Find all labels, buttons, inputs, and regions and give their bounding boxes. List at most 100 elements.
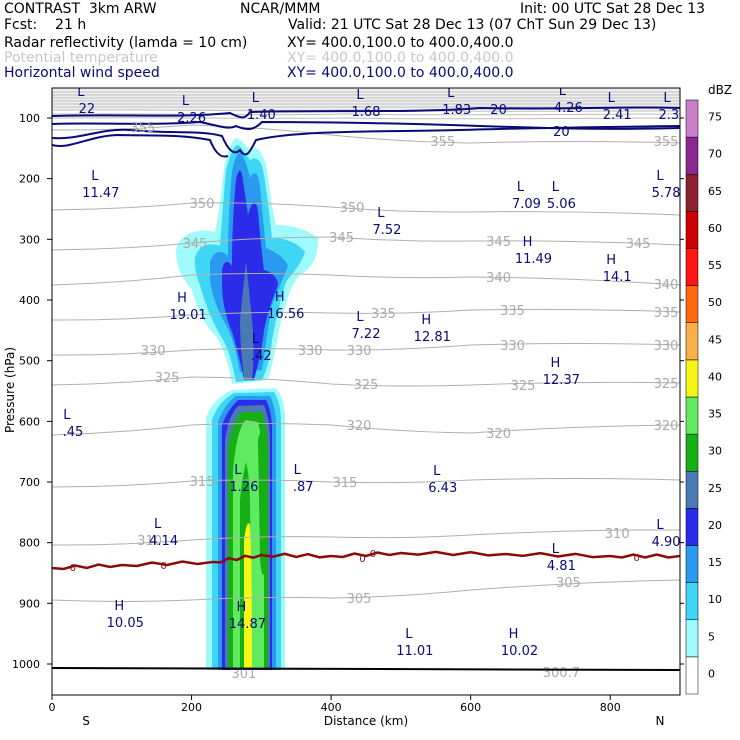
extremum-type: L: [356, 88, 364, 103]
extremum-type: L: [154, 517, 162, 532]
theta-contour-335: [52, 308, 680, 321]
extremum-value: 10.05: [107, 616, 144, 631]
theta-label: 330: [298, 344, 323, 359]
y-tick-label: 500: [19, 355, 40, 368]
extremum-value: 7.52: [372, 223, 401, 238]
extremum-type: L: [252, 91, 260, 106]
x-tick-label: 800: [600, 701, 621, 714]
extremum-value: 11.01: [396, 644, 433, 659]
theta-contour-305: [52, 579, 680, 602]
x-tick-label: 400: [321, 701, 342, 714]
extremum-value: 5.06: [547, 197, 576, 212]
upper-shading: [52, 88, 680, 110]
extremum-type: L: [656, 518, 664, 533]
extremum-value: 22: [79, 102, 96, 117]
colorbar-label: 50: [708, 296, 722, 309]
upper-theta-stack: [52, 91, 680, 120]
ground-line: [52, 667, 680, 671]
extremum-type: H: [606, 253, 616, 268]
theta-label: 335: [371, 307, 396, 322]
theta-label: 315: [333, 476, 358, 491]
theta-label: 320: [654, 419, 679, 434]
extremum-value: 1.68: [352, 105, 381, 120]
y-tick-label: 800: [19, 537, 40, 550]
y-tick-label: 1000: [12, 658, 40, 671]
theta-contour-350: [52, 202, 680, 216]
extremum-value: 4.81: [547, 559, 576, 574]
colorbar-cell: [685, 396, 699, 435]
colorbar-cell: [685, 656, 699, 695]
y-tick-label: 700: [19, 476, 40, 489]
reflectivity-upper: [176, 138, 318, 384]
extremum-value: 7.09: [512, 197, 541, 212]
field3-xy: XY= 400.0,100.0 to 400.0,400.0: [287, 65, 514, 81]
extremum-type: L: [77, 85, 85, 100]
y-tick-label: 300: [19, 233, 40, 246]
theta-label: 340: [654, 278, 679, 293]
y-tick-label: 600: [19, 415, 40, 428]
freezing-line-labels: 0 00 0 0: [70, 549, 640, 574]
colorbar-cell: [685, 619, 699, 658]
model-title: CONTRAST 3km ARW: [4, 1, 157, 17]
extremum-value: 2.26: [177, 111, 206, 126]
wind-label: 20: [490, 103, 507, 118]
extremum-type: L: [559, 84, 567, 99]
colorbar-label: 20: [708, 519, 722, 532]
colorbar-cell: [685, 322, 699, 361]
colorbar-cell: [685, 582, 699, 620]
theta-label: 355: [130, 121, 155, 136]
extremum-type: L: [447, 86, 455, 101]
extremum-type: L: [182, 94, 190, 109]
extremum-type: L: [433, 464, 441, 479]
theta-label: 325: [155, 371, 180, 386]
extremum-value: 7.22: [352, 327, 381, 342]
extremum-type: L: [252, 332, 260, 347]
extremum-type: H: [509, 627, 519, 642]
extremum-value: .87: [293, 480, 314, 495]
theta-label: 310: [137, 534, 162, 549]
x-axis: 0 200 400 600 800: [49, 695, 621, 714]
theta-label: 330: [500, 339, 525, 354]
y-axis-label: Pressure (hPa): [3, 347, 17, 433]
colorbar-cell: [685, 248, 699, 286]
valid-time: Valid: 21 UTC Sat 28 Dec 13 (07 ChT Sun …: [288, 17, 657, 33]
extremum-value: 12.37: [543, 373, 580, 388]
theta-contour-340: [52, 273, 680, 286]
colorbar-cell: [685, 285, 699, 323]
extremum-value: 4.90: [652, 535, 681, 550]
extremum-type: L: [234, 463, 242, 478]
colorbar-label: 25: [708, 482, 722, 495]
colorbar-cell: [685, 433, 699, 472]
colorbar-label: 45: [708, 333, 722, 346]
init-time: Init: 00 UTC Sat 28 Dec 13: [520, 1, 706, 17]
colorbar-label: 65: [708, 185, 722, 198]
freezing-label: 0: [370, 549, 376, 560]
freezing-line: [52, 550, 680, 571]
freezing-label: 0: [160, 561, 166, 572]
field1-name: Radar reflectivity (lamda = 10 cm): [4, 35, 248, 51]
extremum-value: 10.02: [501, 644, 538, 659]
freezing-label: 0: [70, 563, 76, 574]
theta-label: 345: [183, 237, 208, 252]
extremum-value: 14.87: [229, 617, 266, 632]
theta-label: 335: [500, 304, 525, 319]
colorbar-label: 5: [708, 630, 715, 643]
extremum-value: 12.81: [414, 330, 451, 345]
extremum-type: H: [523, 235, 533, 250]
theta-contour-345: [52, 236, 680, 251]
theta-label: 305: [556, 576, 581, 591]
reflectivity-lower: [206, 388, 285, 670]
field2-name: Potential temperature: [4, 50, 158, 66]
extremum-value: 16.56: [267, 307, 304, 322]
freezing-label: 0: [359, 554, 365, 565]
colorbar-label: 55: [708, 259, 722, 272]
extremum-type: L: [356, 310, 364, 325]
theta-label: 315: [190, 475, 215, 490]
theta-label: 320: [347, 419, 372, 434]
extremum-value: 5.78: [652, 186, 681, 201]
theta-label: 350: [340, 201, 365, 216]
theta-label: 300.7: [543, 666, 580, 681]
theta-label: 325: [354, 378, 379, 393]
